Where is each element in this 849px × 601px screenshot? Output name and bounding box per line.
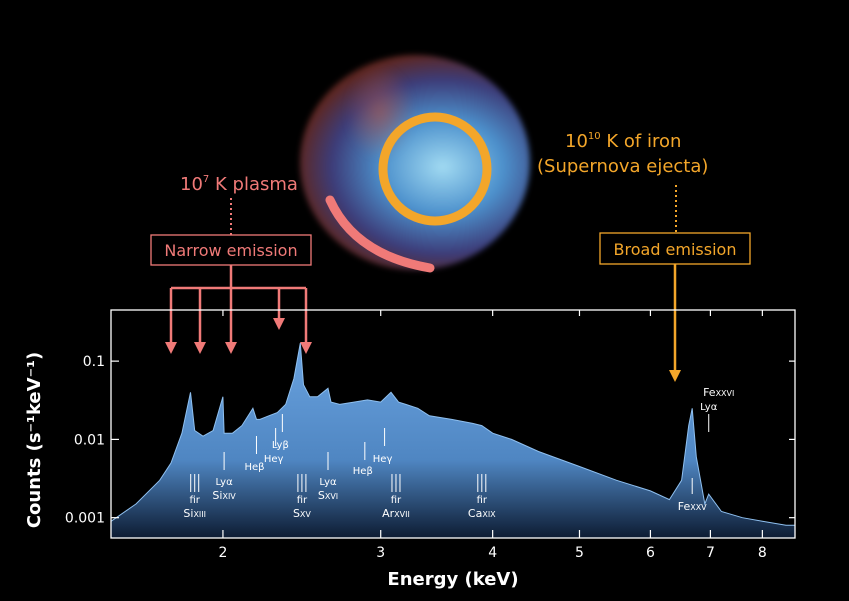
y-tick-label: 0.1	[83, 354, 105, 370]
transition-text: Heβ	[244, 462, 264, 473]
x-tick-label: 7	[706, 545, 715, 561]
plasma-arc	[325, 195, 435, 273]
fir-label: fir	[391, 495, 402, 506]
transition-label: Heβ	[353, 442, 373, 477]
y-axis-title: Counts (s⁻¹keV⁻¹)	[24, 352, 45, 528]
x-axis-title: Energy (keV)	[387, 569, 518, 590]
x-tick-label: 5	[575, 545, 584, 561]
ion-label: CaXIX	[468, 507, 496, 520]
narrow-emission-label: Narrow emission	[164, 241, 297, 260]
y-tick-label: 0.001	[65, 511, 105, 527]
iron-sublabel: (Supernova ejecta)	[537, 156, 708, 177]
ion-label: SiXIV	[212, 489, 236, 502]
x-tick-label: 8	[758, 545, 767, 561]
y-tick-label: 0.01	[74, 432, 105, 448]
plot-frame	[110, 309, 796, 539]
transition-label: Heγ	[264, 428, 284, 465]
transition-text: Heγ	[373, 454, 393, 465]
spectrum-area	[111, 343, 795, 538]
fir-label: fir	[477, 495, 488, 506]
x-tick-label: 2	[218, 545, 227, 561]
lya-label: Lyα	[216, 477, 234, 488]
x-tick-label: 4	[488, 545, 497, 561]
broad-arrowhead	[669, 370, 681, 382]
lya-label: Lyα	[319, 477, 337, 488]
remnant-image	[300, 55, 530, 270]
broad-emission-label: Broad emission	[614, 240, 737, 259]
ion-label: SiXIII	[183, 507, 206, 520]
narrow-arrows	[169, 265, 308, 344]
x-tick-label: 6	[646, 545, 655, 561]
ion-label: FeXXV	[678, 500, 707, 513]
transition-label: Heγ	[373, 428, 393, 465]
iron-ring	[378, 112, 492, 226]
transition-label: Heβ	[244, 436, 265, 473]
line-label-fe26: FeXXVI Lyα	[700, 386, 734, 432]
fir-label: fir	[189, 495, 200, 506]
narrow-arrowheads	[165, 318, 312, 354]
ion-label: ArXVII	[382, 507, 410, 520]
x-tick-label: 3	[376, 545, 385, 561]
spectrum-outline	[111, 343, 795, 526]
transition-text: Heβ	[353, 466, 373, 477]
axis-ticks: 2 3 4 5 6 7 8 0.001 0.01 0.1	[65, 310, 795, 561]
transition-text: Heγ	[264, 454, 284, 465]
lya-label: Lyα	[700, 402, 718, 413]
ion-label: SXV	[293, 507, 311, 520]
line-label-fe25: FeXXV	[678, 478, 707, 513]
iron-label: 1010 K of iron	[565, 131, 681, 152]
ion-label: FeXXVI	[703, 386, 734, 399]
ion-label: SXVI	[318, 489, 338, 502]
transition-label: Lyβ	[272, 414, 289, 451]
fir-label: fir	[297, 495, 308, 506]
plasma-label: 107 K plasma	[180, 174, 298, 195]
transition-text: Lyβ	[272, 440, 289, 451]
